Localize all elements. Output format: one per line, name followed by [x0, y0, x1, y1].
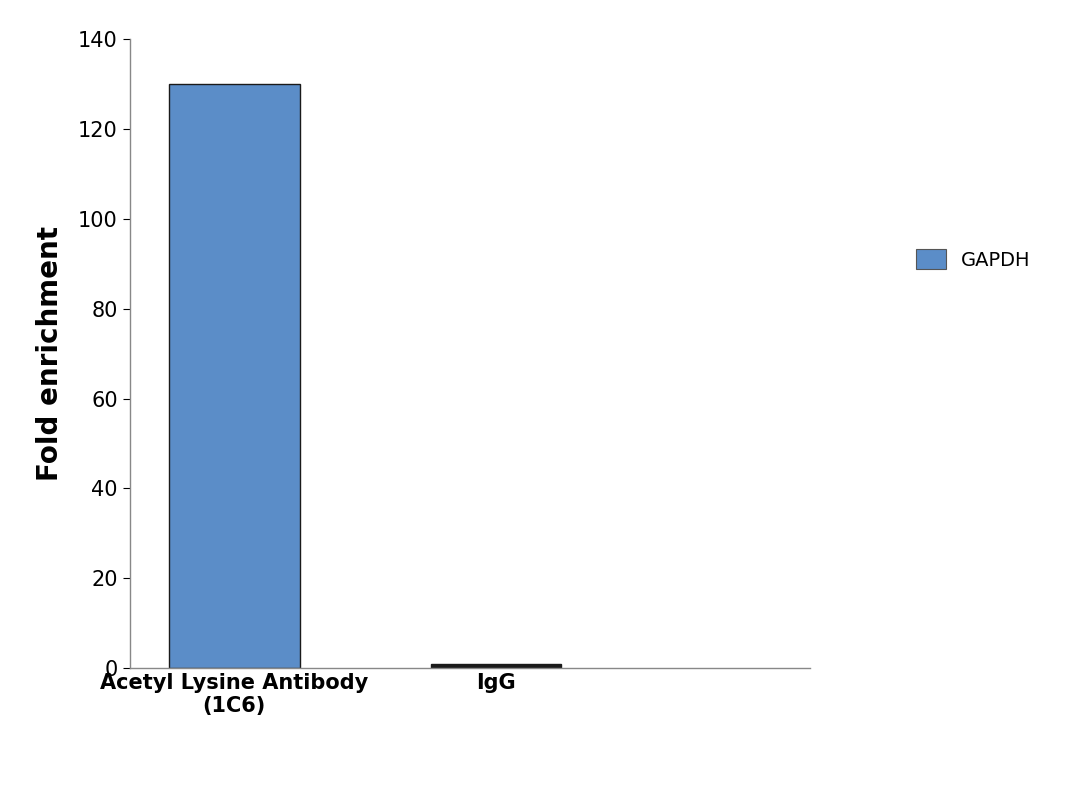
Legend: GAPDH: GAPDH	[908, 241, 1038, 277]
Y-axis label: Fold enrichment: Fold enrichment	[36, 226, 64, 481]
Bar	[168, 84, 300, 668]
Bar	[431, 663, 562, 668]
